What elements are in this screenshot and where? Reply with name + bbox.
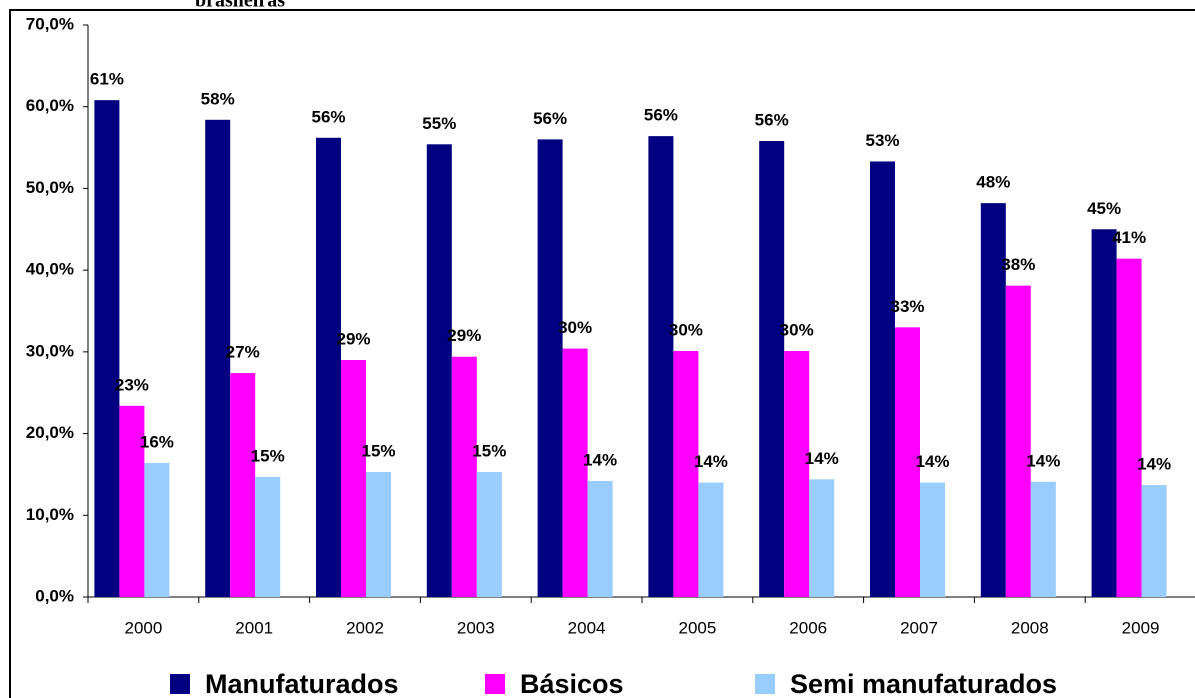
- bar: [1030, 481, 1056, 597]
- value-label: 14%: [583, 450, 617, 469]
- value-label: 14%: [1026, 451, 1060, 470]
- bar: [255, 476, 281, 597]
- value-label: 29%: [336, 330, 370, 349]
- value-label: 56%: [755, 111, 789, 130]
- bar: [1005, 285, 1031, 597]
- x-tick-label: 2001: [235, 618, 273, 637]
- bar: [673, 351, 699, 597]
- value-label: 56%: [311, 107, 345, 126]
- value-label: 56%: [533, 109, 567, 128]
- legend-label: Básicos: [520, 669, 624, 698]
- x-tick-label: 2006: [789, 618, 827, 637]
- bar: [94, 100, 120, 598]
- bar: [1091, 229, 1117, 598]
- y-tick-label: 20,0%: [26, 423, 74, 442]
- value-label: 27%: [226, 343, 260, 362]
- bar: [895, 327, 920, 597]
- bar: [870, 161, 895, 597]
- x-tick-label: 2003: [457, 618, 495, 637]
- y-tick-label: 10,0%: [26, 505, 74, 524]
- legend-label: Semi manufaturados: [790, 669, 1057, 698]
- bar: [205, 119, 231, 597]
- bar: [759, 141, 785, 597]
- bar: [119, 405, 145, 597]
- x-tick-label: 2009: [1122, 618, 1160, 637]
- x-tick-label: 2004: [568, 618, 606, 637]
- value-label: 41%: [1112, 228, 1146, 247]
- x-tick-label: 2000: [124, 618, 162, 637]
- bar: [341, 360, 366, 597]
- x-tick-label: 2008: [1011, 618, 1049, 637]
- bar: [784, 351, 810, 597]
- bar: [562, 348, 588, 597]
- y-tick-label: 70,0%: [26, 14, 74, 33]
- value-label: 14%: [694, 452, 728, 471]
- value-label: 16%: [140, 432, 174, 451]
- legend-swatch: [485, 674, 505, 694]
- x-tick-label: 2005: [678, 618, 716, 637]
- bar: [316, 137, 341, 597]
- bar: [648, 136, 674, 598]
- value-label: 30%: [669, 321, 703, 340]
- chart-title: brasileiras: [195, 0, 285, 12]
- bar: [476, 471, 502, 597]
- value-label: 23%: [115, 375, 149, 394]
- value-label: 15%: [361, 441, 395, 460]
- value-label: 58%: [201, 89, 235, 108]
- value-label: 29%: [447, 326, 481, 345]
- value-label: 56%: [644, 106, 678, 125]
- bar: [980, 203, 1006, 597]
- bar: [1116, 258, 1142, 597]
- value-label: 30%: [558, 318, 592, 337]
- bar: [426, 144, 452, 597]
- bar: [144, 462, 170, 597]
- bar: [587, 480, 613, 597]
- value-label: 53%: [865, 131, 899, 150]
- value-label: 38%: [1001, 255, 1035, 274]
- value-label: 33%: [890, 297, 924, 316]
- value-label: 14%: [1137, 455, 1171, 474]
- value-label: 55%: [422, 114, 456, 133]
- legend-label: Manufaturados: [205, 669, 399, 698]
- bar: [366, 471, 391, 597]
- value-label: 15%: [472, 441, 506, 460]
- y-tick-label: 50,0%: [26, 178, 74, 197]
- value-label: 14%: [805, 449, 839, 468]
- bar: [230, 373, 256, 597]
- value-label: 48%: [976, 173, 1010, 192]
- value-label: 30%: [780, 321, 814, 340]
- value-label: 61%: [90, 70, 124, 89]
- y-tick-label: 0,0%: [35, 586, 74, 605]
- chart-frame: [9, 9, 1195, 698]
- value-label: 14%: [915, 452, 949, 471]
- bar: [698, 482, 724, 597]
- y-tick-label: 40,0%: [26, 260, 74, 279]
- y-tick-label: 60,0%: [26, 96, 74, 115]
- legend-swatch: [755, 674, 775, 694]
- bar: [451, 356, 477, 597]
- bar: [920, 482, 945, 597]
- x-tick-label: 2007: [900, 618, 938, 637]
- x-tick-label: 2002: [346, 618, 384, 637]
- legend-swatch: [170, 674, 190, 694]
- bar: [537, 139, 563, 597]
- bar: [1141, 485, 1167, 597]
- y-tick-label: 30,0%: [26, 341, 74, 360]
- value-label: 45%: [1087, 199, 1121, 218]
- bar: [809, 479, 835, 597]
- value-label: 15%: [251, 446, 285, 465]
